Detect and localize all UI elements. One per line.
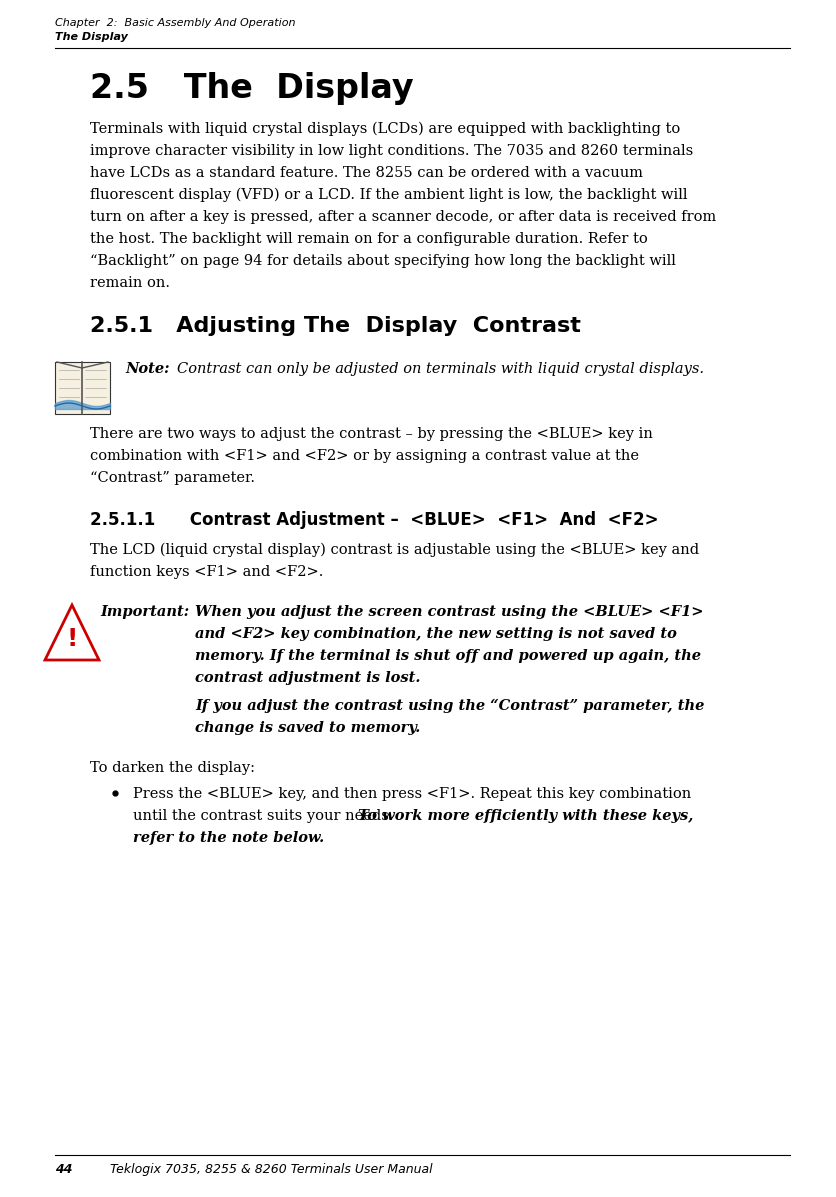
Text: improve character visibility in low light conditions. The 7035 and 8260 terminal: improve character visibility in low ligh…: [90, 144, 692, 158]
Text: “Contrast” parameter.: “Contrast” parameter.: [90, 470, 255, 485]
Text: Chapter  2:  Basic Assembly And Operation: Chapter 2: Basic Assembly And Operation: [55, 18, 295, 28]
Text: contrast adjustment is lost.: contrast adjustment is lost.: [195, 672, 420, 685]
Text: 44: 44: [55, 1163, 73, 1175]
Text: To work more efficiently with these keys,: To work more efficiently with these keys…: [358, 809, 692, 824]
Text: Press the <BLUE> key, and then press <F1>. Repeat this key combination: Press the <BLUE> key, and then press <F1…: [133, 786, 691, 801]
Text: function keys <F1> and <F2>.: function keys <F1> and <F2>.: [90, 565, 323, 579]
Text: the host. The backlight will remain on for a configurable duration. Refer to: the host. The backlight will remain on f…: [90, 232, 647, 247]
Text: have LCDs as a standard feature. The 8255 can be ordered with a vacuum: have LCDs as a standard feature. The 825…: [90, 166, 642, 180]
Text: Teklogix 7035, 8255 & 8260 Terminals User Manual: Teklogix 7035, 8255 & 8260 Terminals Use…: [110, 1163, 432, 1175]
Text: The Display: The Display: [55, 32, 128, 42]
Text: “Backlight” on page 94 for details about specifying how long the backlight will: “Backlight” on page 94 for details about…: [90, 254, 675, 268]
Text: turn on after a key is pressed, after a scanner decode, or after data is receive: turn on after a key is pressed, after a …: [90, 209, 716, 224]
Text: When you adjust the screen contrast using the <BLUE> <F1>: When you adjust the screen contrast usin…: [195, 604, 703, 619]
Text: change is saved to memory.: change is saved to memory.: [195, 721, 420, 735]
Text: until the contrast suits your needs.: until the contrast suits your needs.: [133, 809, 398, 824]
Text: 2.5.1.1      Contrast Adjustment –  <BLUE>  <F1>  And  <F2>: 2.5.1.1 Contrast Adjustment – <BLUE> <F1…: [90, 511, 658, 529]
Text: Contrast can only be adjusted on terminals with liquid crystal displays.: Contrast can only be adjusted on termina…: [176, 361, 703, 376]
Text: 2.5.1   Adjusting The  Display  Contrast: 2.5.1 Adjusting The Display Contrast: [90, 316, 580, 336]
Text: Terminals with liquid crystal displays (LCDs) are equipped with backlighting to: Terminals with liquid crystal displays (…: [90, 122, 680, 136]
Text: If you adjust the contrast using the “Contrast” parameter, the: If you adjust the contrast using the “Co…: [195, 699, 704, 713]
Text: refer to the note below.: refer to the note below.: [133, 831, 324, 845]
Text: and <F2> key combination, the new setting is not saved to: and <F2> key combination, the new settin…: [195, 627, 676, 642]
Text: Important:: Important:: [99, 604, 189, 619]
Text: Note:: Note:: [125, 361, 170, 376]
Polygon shape: [45, 604, 99, 660]
Text: There are two ways to adjust the contrast – by pressing the <BLUE> key in: There are two ways to adjust the contras…: [90, 427, 652, 440]
Text: memory. If the terminal is shut off and powered up again, the: memory. If the terminal is shut off and …: [195, 649, 701, 663]
Text: fluorescent display (VFD) or a LCD. If the ambient light is low, the backlight w: fluorescent display (VFD) or a LCD. If t…: [90, 188, 686, 202]
Text: 2.5   The  Display: 2.5 The Display: [90, 72, 413, 105]
Text: The LCD (liquid crystal display) contrast is adjustable using the <BLUE> key and: The LCD (liquid crystal display) contras…: [90, 543, 698, 558]
Text: combination with <F1> and <F2> or by assigning a contrast value at the: combination with <F1> and <F2> or by ass…: [90, 449, 638, 463]
Text: To darken the display:: To darken the display:: [90, 761, 255, 774]
Text: !: !: [66, 627, 78, 651]
Text: remain on.: remain on.: [90, 277, 170, 290]
FancyBboxPatch shape: [55, 361, 110, 414]
